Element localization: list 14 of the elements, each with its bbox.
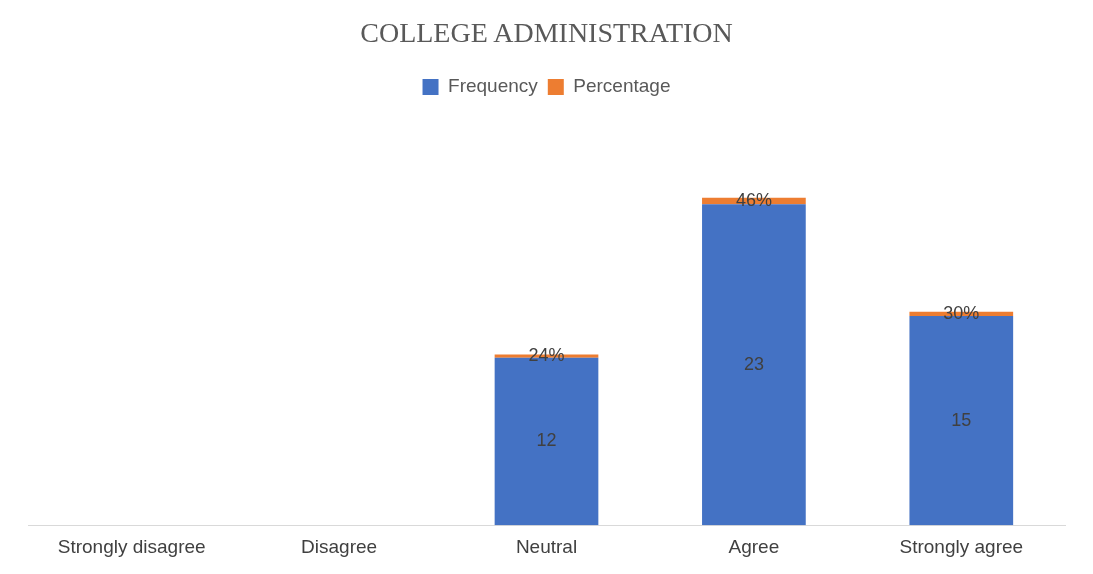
x-tick-label: Disagree [301, 535, 378, 557]
legend-label: Frequency [448, 75, 539, 97]
legend-label: Percentage [573, 75, 671, 97]
data-label: 15 [951, 409, 972, 430]
data-label: 24% [528, 345, 565, 366]
x-tick-label: Agree [728, 535, 780, 557]
chart-title: COLLEGE ADMINISTRATION [360, 17, 733, 49]
data-label: 30% [943, 302, 980, 323]
x-tick-label: Strongly agree [899, 535, 1024, 557]
data-label: 23 [743, 353, 764, 374]
data-label: 12 [536, 430, 557, 451]
x-tick-label: Strongly disagree [57, 535, 206, 557]
x-tick-label: Neutral [515, 535, 578, 557]
bar [702, 204, 806, 526]
